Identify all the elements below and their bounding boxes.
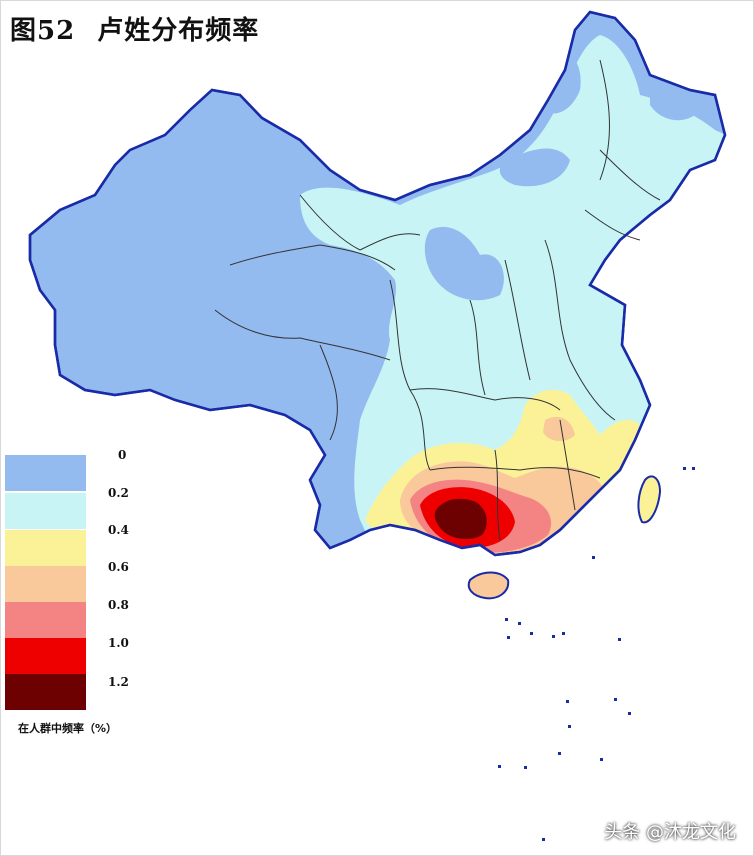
boundary-heilongjiang xyxy=(599,59,610,181)
legend-tick: 0.8 xyxy=(108,598,129,612)
legend-band-1 xyxy=(5,493,86,529)
hainan-island xyxy=(467,571,510,600)
figure-number: 图52 xyxy=(10,16,76,46)
island-dot xyxy=(552,635,555,638)
island-dot xyxy=(524,766,527,769)
island-dot xyxy=(558,752,561,755)
legend-band-0 xyxy=(5,455,86,491)
boundary-central xyxy=(409,388,561,411)
legend-tick: 0 xyxy=(118,448,127,462)
boundary-south xyxy=(429,466,601,479)
legend-band-4 xyxy=(5,602,86,638)
boundary-gansu xyxy=(299,194,361,251)
legend-tick: 0.6 xyxy=(108,560,129,574)
legend-tick: 0.4 xyxy=(108,523,129,537)
island-dot xyxy=(600,758,603,761)
boundary-shanxi xyxy=(504,259,531,381)
figure-title: 图52 卢姓分布频率 xyxy=(10,10,259,47)
legend-tick: 0.2 xyxy=(108,486,129,500)
legend-band-3 xyxy=(5,566,86,602)
band-low-heilongjiang xyxy=(650,84,695,121)
legend-band-6 xyxy=(5,674,86,710)
boundary-guangxi-guangdong xyxy=(494,449,501,541)
island-dot xyxy=(614,698,617,701)
boundary-hebei-shandong xyxy=(544,239,616,421)
band-low-inner-mongolia xyxy=(499,148,570,187)
boundary-tibet-qinghai xyxy=(214,309,391,361)
island-dot xyxy=(542,838,545,841)
figure-title-text: 卢姓分布频率 xyxy=(97,16,260,46)
national-outline xyxy=(28,10,727,557)
boundary-jiangxi-fujian xyxy=(559,419,576,511)
island-dot xyxy=(628,712,631,715)
island-dot xyxy=(498,765,501,768)
legend-tick: 1.0 xyxy=(108,636,129,650)
taiwan-island xyxy=(637,475,662,524)
boundary-ningxia xyxy=(359,233,421,251)
island-dot xyxy=(692,467,695,470)
band-peach-hunan xyxy=(543,416,575,442)
island-dot xyxy=(618,638,621,641)
boundary-jilin xyxy=(599,149,661,201)
boundary-sichuan xyxy=(389,279,431,471)
legend-band-2 xyxy=(5,530,86,566)
south-sea-islands xyxy=(498,467,695,841)
island-dot xyxy=(505,618,508,621)
province-boundaries xyxy=(214,59,661,541)
island-dot xyxy=(507,636,510,639)
island-dot xyxy=(530,632,533,635)
legend-band-5 xyxy=(5,638,86,674)
island-dot xyxy=(518,622,521,625)
island-dot xyxy=(562,632,565,635)
island-dot xyxy=(592,556,595,559)
band-dark xyxy=(434,498,487,540)
band-low-north xyxy=(424,226,504,301)
island-dot xyxy=(566,700,569,703)
boundary-shaanxi xyxy=(469,299,486,396)
legend-caption: 在人群中频率（%） xyxy=(18,722,118,735)
island-dot xyxy=(683,467,686,470)
island-dot xyxy=(568,725,571,728)
watermark: 头条 @沐龙文化 xyxy=(604,822,736,843)
boundary-xinjiang-tibet xyxy=(229,244,396,271)
boundary-liaoning xyxy=(584,209,641,241)
legend-tick: 1.2 xyxy=(108,675,129,689)
boundary-tibet-sichuan xyxy=(319,344,338,441)
